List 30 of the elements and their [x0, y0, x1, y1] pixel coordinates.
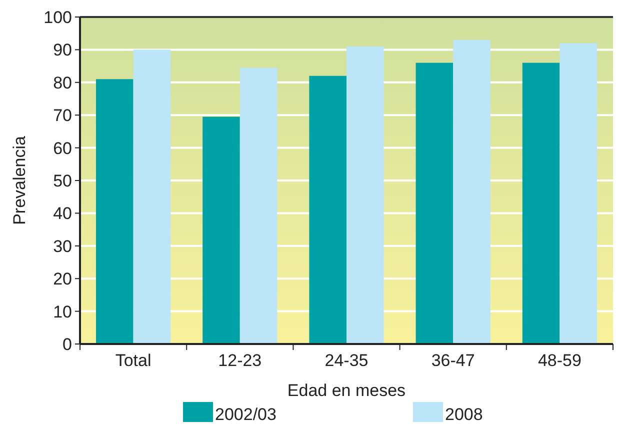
- y-tick-label: 90: [53, 40, 72, 60]
- legend-label: 2002/03: [215, 405, 276, 424]
- y-tick-label: 80: [53, 73, 72, 92]
- x-axis-title: Edad en meses: [287, 381, 406, 400]
- y-tick-label: 0: [62, 334, 72, 354]
- bar: [96, 79, 134, 344]
- bar: [202, 116, 240, 344]
- x-tick-label: Total: [115, 351, 152, 370]
- x-tick-label: 36-47: [431, 351, 475, 370]
- bar: [346, 46, 384, 344]
- bar: [453, 40, 490, 344]
- y-tick-label: 40: [53, 204, 72, 224]
- y-tick-label: 10: [53, 302, 72, 322]
- y-tick-label: 50: [53, 171, 72, 190]
- y-tick-label: 70: [53, 106, 72, 126]
- y-tick-label: 60: [53, 138, 72, 158]
- bar: [416, 62, 454, 344]
- x-tick-label: 48-59: [538, 351, 582, 370]
- bar: [522, 62, 560, 344]
- x-tick-label: 24-35: [324, 351, 368, 370]
- legend-label: 2008: [445, 405, 483, 424]
- bar: [560, 43, 598, 344]
- x-tick-label: 12-23: [218, 351, 262, 370]
- bar: [133, 50, 171, 344]
- y-axis-title: Prevalencia: [10, 136, 29, 225]
- bar: [309, 76, 346, 344]
- y-tick-label: 100: [44, 8, 72, 27]
- y-tick-label: 30: [53, 236, 72, 256]
- bar: [240, 68, 278, 344]
- y-tick-label: 20: [53, 270, 72, 289]
